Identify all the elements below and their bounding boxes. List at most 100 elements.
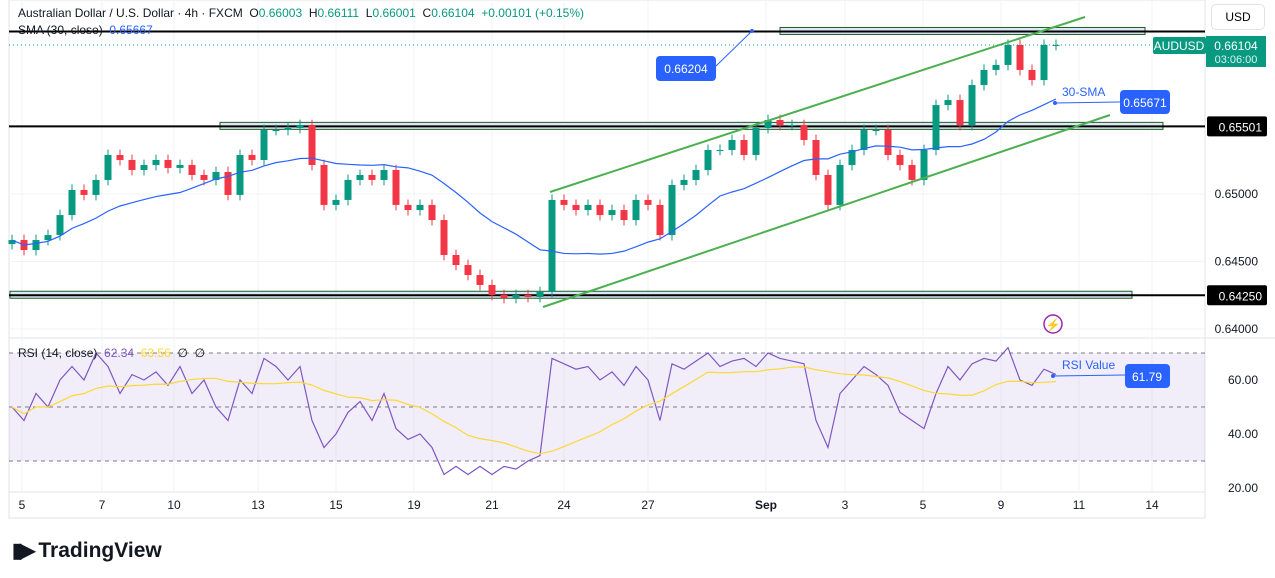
candle-body [224, 171, 232, 195]
candle-body [836, 164, 844, 205]
x-tick-label: 5 [19, 498, 26, 512]
candle-body [1016, 44, 1024, 70]
rsi-annotation-label[interactable] [1125, 364, 1170, 388]
candle-body [572, 204, 580, 211]
x-tick-label: 24 [557, 498, 571, 512]
candle-body [884, 130, 892, 155]
candle-body [524, 294, 532, 298]
candle-body [788, 125, 796, 127]
candle-body [860, 130, 868, 150]
price-level-tag [1207, 116, 1267, 137]
price-level-tag-text: 0.64250 [1219, 289, 1263, 303]
candle-body [176, 164, 184, 168]
candle-body [992, 64, 1000, 70]
candle-body [392, 169, 400, 205]
candle-body [752, 127, 760, 155]
candle-body [680, 179, 688, 185]
candle-body [608, 210, 616, 216]
events-lightning-icon[interactable] [1043, 314, 1063, 334]
candle-body [500, 294, 508, 298]
rsi-value: 62.34 [104, 346, 135, 360]
candle-body [716, 149, 724, 151]
sma-annotation-text: 30-SMA [1062, 85, 1105, 99]
channel-upper-line [549, 16, 1086, 193]
annotation-label-top-text: 0.66204 [664, 62, 708, 76]
change-value: +0.00101 (+0.15%) [481, 6, 584, 20]
candle-body [272, 130, 280, 132]
symbol-legend: Australian Dollar / U.S. Dollar · 4h · F… [18, 6, 584, 20]
candle-body [896, 154, 904, 165]
candle-body [80, 189, 88, 195]
candle-body [968, 85, 976, 126]
price-tick-label: 0.65000 [1215, 187, 1259, 201]
x-tick-label: 9 [998, 498, 1005, 512]
candle-body [8, 240, 16, 245]
lightning-glyph: ⚡ [1046, 318, 1061, 332]
candle-body [692, 169, 700, 180]
price-tick-label: 0.64000 [1215, 322, 1259, 336]
candle-body [560, 199, 568, 205]
candle-body [548, 199, 556, 293]
x-tick-label: 13 [251, 498, 265, 512]
candle-body [512, 294, 520, 298]
candle-body [356, 174, 364, 180]
candle-body [728, 140, 736, 150]
candle-body [800, 125, 808, 140]
candle-body [764, 120, 772, 128]
rsi-tick-label: 60.00 [1228, 373, 1258, 387]
x-tick-label: 27 [641, 498, 655, 512]
price-tick-label: 0.64500 [1215, 255, 1259, 269]
rsi-tick-label: 20.00 [1228, 481, 1258, 495]
rsi-ma-value: 63.56 [140, 346, 171, 360]
candle-body [104, 154, 112, 180]
candle-body [200, 174, 208, 180]
candle-body [668, 184, 676, 236]
sma-legend[interactable]: SMA (30, close) 0.65667 [18, 23, 153, 37]
rsi-empty-value-2: ∅ [194, 346, 206, 360]
x-tick-label: 19 [407, 498, 421, 512]
tradingview-logo[interactable]: ▮▶ TradingView [12, 538, 162, 563]
x-tick-label: 5 [920, 498, 927, 512]
x-tick-label: 3 [842, 498, 849, 512]
candle-body [320, 164, 328, 205]
candle-body [848, 149, 856, 165]
candle-body [380, 169, 388, 180]
x-tick-label: 14 [1145, 498, 1159, 512]
candle-body [644, 199, 652, 205]
rsi-empty-value-1: ∅ [177, 346, 188, 360]
candle-body [1040, 44, 1048, 81]
sma-annotation-label[interactable] [1120, 90, 1170, 114]
rsi-annotation-text: RSI Value [1062, 358, 1115, 372]
open-label: O [249, 6, 259, 20]
candle-body [128, 159, 136, 170]
current-price-tag [1206, 35, 1266, 67]
candle-body [1004, 44, 1012, 65]
candle-body [956, 100, 964, 126]
rsi-legend[interactable]: RSI (14, close) 62.34 63.56 ∅ ∅ [18, 346, 205, 360]
candle-body [944, 100, 952, 106]
candle-body [536, 292, 544, 298]
tradingview-logo-icon: ▮▶ [12, 540, 35, 562]
candle-body [284, 127, 292, 131]
candle-body [464, 265, 472, 275]
currency-button[interactable]: USD [1211, 4, 1265, 30]
annotation-connector [715, 30, 753, 67]
annotation-label-top[interactable] [656, 56, 716, 81]
rsi-annotation-connector [1052, 374, 1126, 377]
candle-body [416, 204, 424, 211]
low-label: L [365, 6, 373, 20]
annotation-anchor [750, 29, 754, 33]
candle-body [212, 171, 220, 180]
symbol-title: Australian Dollar / U.S. Dollar · 4h · F… [18, 6, 243, 20]
candle-body [44, 235, 52, 241]
channel-lower-line [542, 114, 1111, 308]
candle-body [308, 125, 316, 165]
rsi-annotation-label-text: 61.79 [1132, 370, 1162, 384]
countdown-text: 03:06:00 [1215, 54, 1258, 66]
candle-body [1052, 44, 1060, 46]
candle-body [980, 69, 988, 86]
high-value: 0.66111 [317, 6, 360, 20]
candle-body [476, 275, 484, 285]
brand-name: TradingView [38, 538, 162, 562]
